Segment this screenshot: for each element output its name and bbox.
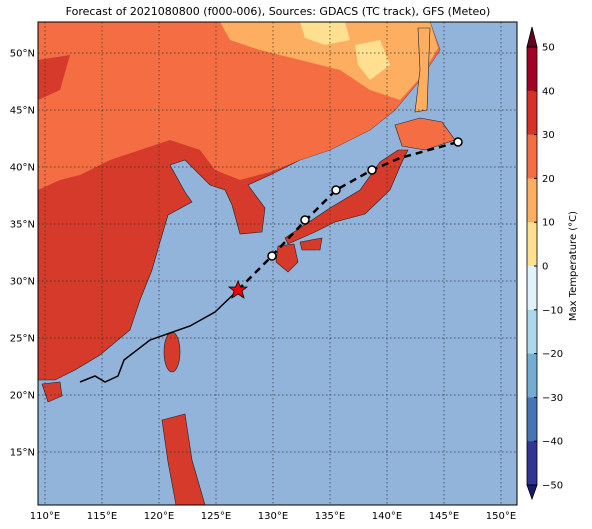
cyclone-symbol [267, 251, 277, 261]
colorbar-tick-label: 10 [542, 218, 555, 229]
colorbar-tick-label: −50 [542, 481, 563, 492]
cyclone-symbol [331, 185, 341, 195]
lon-label: 135°E [315, 511, 345, 522]
colorbar-tick-label: 30 [542, 130, 555, 141]
graticule [38, 22, 517, 505]
colorbar-tick-label: 50 [542, 43, 555, 54]
colorbar-band [527, 353, 537, 398]
cyclone-symbols [267, 137, 463, 261]
kyushu [275, 243, 299, 273]
lon-label: 110°E [30, 511, 60, 522]
colorbar-band [527, 90, 537, 136]
cool-patch [300, 22, 350, 45]
lat-label: 20°N [10, 391, 35, 402]
cyclone-symbol [453, 137, 463, 147]
lat-label: 35°N [10, 220, 35, 231]
lat-label: 50°N [10, 49, 35, 60]
colorbar-band [527, 178, 537, 223]
cyclone-symbol [300, 215, 310, 225]
colorbar-tick-label: −30 [542, 393, 563, 404]
colorbar-band [527, 397, 537, 442]
lat-label: 15°N [10, 448, 35, 459]
colorbar-tick-label: −20 [542, 349, 563, 360]
colorbar-tick-label: −40 [542, 437, 563, 448]
philippines [161, 413, 206, 505]
lat-label: 40°N [10, 163, 35, 174]
colorbar-label: Max Temperature (°C) [568, 211, 579, 321]
lon-label: 125°E [201, 511, 231, 522]
cool-patch [355, 40, 390, 80]
colorbar-band [527, 47, 537, 92]
sakhalin [414, 27, 431, 113]
colorbar-tick-label: 0 [542, 262, 548, 273]
lon-label: 150°E [486, 511, 516, 522]
lon-label: 120°E [144, 511, 174, 522]
lon-label: 145°E [429, 511, 459, 522]
lat-label: 25°N [10, 334, 35, 345]
shikoku [299, 237, 323, 251]
colorbar-band [527, 441, 537, 486]
colorbar-extend-low [526, 484, 538, 501]
map-frame [37, 21, 518, 506]
colorbar: 50 40 30 20 10 0 −10 −20 −30 −40 −50 [526, 26, 563, 501]
colorbar-extend-high [526, 26, 538, 48]
colorbar-band [527, 266, 537, 311]
lat-label: 45°N [10, 106, 35, 117]
colorbar-tick-label: 40 [542, 86, 555, 97]
colorbar-band [527, 309, 537, 355]
map-area [38, 22, 517, 505]
lon-label: 130°E [258, 511, 288, 522]
current-position [227, 279, 249, 299]
colorbar-band [527, 222, 537, 267]
past-track [79, 289, 239, 383]
colorbar-tick-label: −10 [542, 305, 563, 316]
lon-label: 140°E [372, 511, 402, 522]
warm-patch [38, 55, 70, 100]
title: Forecast of 2021080800 (f000-006), Sourc… [66, 5, 491, 18]
colorbar-tick-label: 20 [542, 174, 555, 185]
northern-cool-land [220, 22, 438, 100]
colorbar-band [527, 134, 537, 179]
lat-label: 30°N [10, 277, 35, 288]
cyclone-symbol [367, 165, 377, 175]
hainan [41, 381, 63, 403]
lon-label: 115°E [87, 511, 117, 522]
